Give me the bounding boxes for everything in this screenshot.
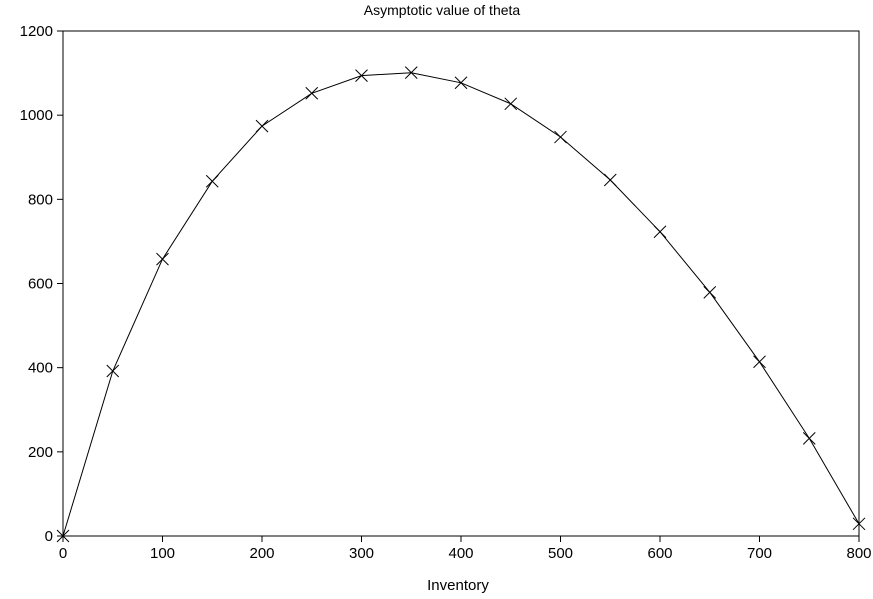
data-point (554, 130, 567, 144)
x-tick-label: 100 (150, 545, 175, 562)
data-point (255, 119, 269, 133)
data-point (355, 69, 368, 82)
data-point (703, 285, 717, 299)
x-tick-label: 200 (249, 545, 274, 562)
chart-title: Asymptotic value of theta (364, 2, 521, 18)
data-point (653, 225, 667, 239)
x-tick-label: 800 (846, 545, 871, 562)
y-tick-label: 1200 (20, 23, 53, 40)
y-tick-label: 1000 (20, 107, 53, 124)
data-point (305, 86, 319, 100)
data-point (56, 529, 70, 543)
y-tick-label: 400 (28, 360, 53, 377)
x-tick-label: 500 (548, 545, 573, 562)
x-axis: 0 100 200 300 400 500 600 700 800 (59, 536, 872, 562)
data-point (404, 66, 418, 80)
x-tick-label: 700 (747, 545, 772, 562)
data-point (753, 355, 766, 369)
data-point (504, 97, 518, 111)
x-axis-label: Inventory (427, 577, 489, 594)
y-tick-label: 200 (28, 444, 53, 461)
x-tick-label: 0 (59, 545, 67, 562)
data-point (106, 364, 120, 378)
data-point (852, 517, 866, 531)
data-point (205, 174, 219, 188)
y-tick-label: 600 (28, 276, 53, 293)
y-tick-label: 800 (28, 191, 53, 208)
data-point (802, 432, 816, 445)
x-tick-label: 400 (448, 545, 473, 562)
y-axis: 0 200 400 600 800 1000 1200 (20, 23, 63, 545)
x-tick-label: 300 (349, 545, 374, 562)
y-tick-label: 0 (45, 528, 53, 545)
data-point (454, 76, 468, 90)
data-point (156, 252, 169, 266)
series-line (62, 72, 860, 537)
plot-frame (62, 30, 860, 537)
series-markers (56, 66, 866, 543)
data-point (603, 173, 617, 187)
x-tick-label: 600 (647, 545, 672, 562)
